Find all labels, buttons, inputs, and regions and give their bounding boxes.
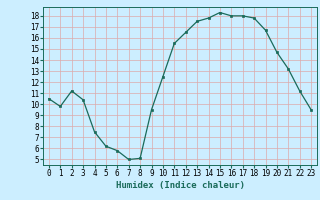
X-axis label: Humidex (Indice chaleur): Humidex (Indice chaleur) xyxy=(116,181,244,190)
